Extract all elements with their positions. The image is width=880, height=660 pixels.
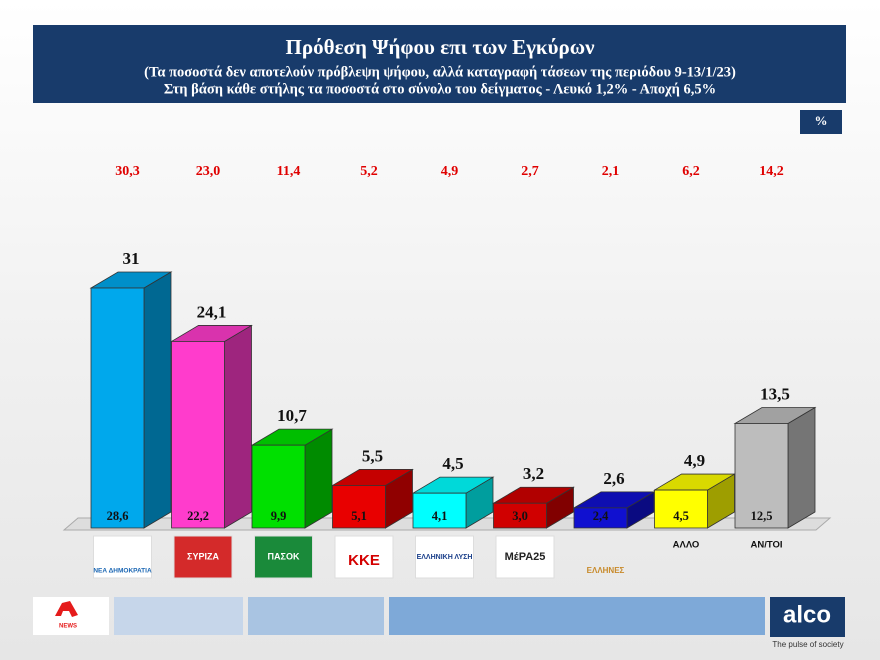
base-value-label: 3,0 <box>512 509 528 523</box>
footer-band <box>248 597 384 635</box>
top-value-label: 2,1 <box>602 164 620 179</box>
category-label: ΕΛΛΗΝΙΚΗ ΛΥΣΗ <box>417 554 473 561</box>
category-label: ΕΛΛΗΝΕΣ <box>587 566 625 575</box>
bar <box>412 492 467 529</box>
footer-band <box>389 597 765 635</box>
top-value-label: 14,2 <box>759 164 784 179</box>
category-label: ΑΝ/ΤΟΙ <box>750 540 782 551</box>
bar <box>90 287 145 529</box>
party-logo <box>93 535 152 579</box>
party-logo <box>254 535 313 579</box>
top-value-label: 23,0 <box>196 164 221 179</box>
base-value-label: 12,5 <box>751 509 773 523</box>
value-label: 4,5 <box>442 454 463 473</box>
unit-box <box>800 110 842 134</box>
base-value-label: 2,4 <box>593 509 609 523</box>
category-label: ΑΛΛΟ <box>673 540 700 551</box>
top-value-label: 2,7 <box>521 164 539 179</box>
party-logo <box>495 535 555 579</box>
value-label: 24,1 <box>197 302 227 321</box>
base-value-label: 28,6 <box>107 509 129 523</box>
top-value-label: 30,3 <box>115 164 140 179</box>
category-label: ΣΥΡΙΖΑ <box>187 551 219 561</box>
bar <box>573 507 628 529</box>
bar <box>171 341 225 529</box>
base-value-label: 9,9 <box>271 509 287 523</box>
bar <box>654 489 708 529</box>
category-label: ΝΕΑ ΔΗΜΟΚΡΑΤΙΑ <box>93 568 152 575</box>
bar-side <box>224 324 252 529</box>
plot: 31 28,6 30,3 ΝΕΑ ΔΗΜΟΚΡΑΤΙΑ 24,1 22,2 23,0 ΣΥΡΙ… <box>89 164 817 579</box>
unit-label: % <box>815 113 828 128</box>
bar-side <box>787 406 816 529</box>
news-icon <box>55 601 78 617</box>
base-value-label: 4,1 <box>432 509 448 523</box>
value-label: 4,9 <box>684 451 705 470</box>
value-label: 2,6 <box>603 469 624 488</box>
top-value-label: 5,2 <box>360 164 378 179</box>
party-logo <box>334 535 394 579</box>
value-label: 3,2 <box>523 464 544 483</box>
brand: alco <box>783 601 831 628</box>
tagline: The pulse of society <box>772 640 843 649</box>
subtitle: Στη βάση κάθε στήλης τα ποσοστά στο σύνο… <box>164 81 716 97</box>
bar <box>332 485 386 529</box>
value-label: 31 <box>123 249 140 268</box>
bar <box>734 423 789 529</box>
brand-box <box>770 597 845 637</box>
footer-band <box>114 597 243 635</box>
category-label: ΜέΡΑ25 <box>505 551 546 563</box>
bar-side <box>143 271 172 529</box>
top-value-label: 11,4 <box>277 164 301 179</box>
party-logo <box>415 535 474 579</box>
chart-title: Πρόθεση Ψήφου επι των Εγκύρων <box>286 35 596 59</box>
subtitle: (Τα ποσοστά δεν αποτελούν πρόβλεψη ψήφου… <box>144 64 736 80</box>
category-label: ΚΚΕ <box>348 552 380 569</box>
party-logo <box>173 535 233 579</box>
base-value-label: 5,1 <box>351 509 367 523</box>
value-label: 5,5 <box>362 446 383 465</box>
base-value-label: 22,2 <box>187 509 209 523</box>
news-text: NEWS <box>59 624 77 630</box>
header-box <box>33 25 846 103</box>
value-label: 13,5 <box>760 384 790 403</box>
top-value-label: 4,9 <box>441 164 459 179</box>
top-value-label: 6,2 <box>682 164 700 179</box>
category-label: ΠΑΣΟΚ <box>268 551 300 561</box>
value-label: 10,7 <box>277 406 307 425</box>
bar <box>493 502 547 529</box>
base-value-label: 4,5 <box>673 509 689 523</box>
bar-side <box>304 428 333 529</box>
bar <box>251 444 306 529</box>
